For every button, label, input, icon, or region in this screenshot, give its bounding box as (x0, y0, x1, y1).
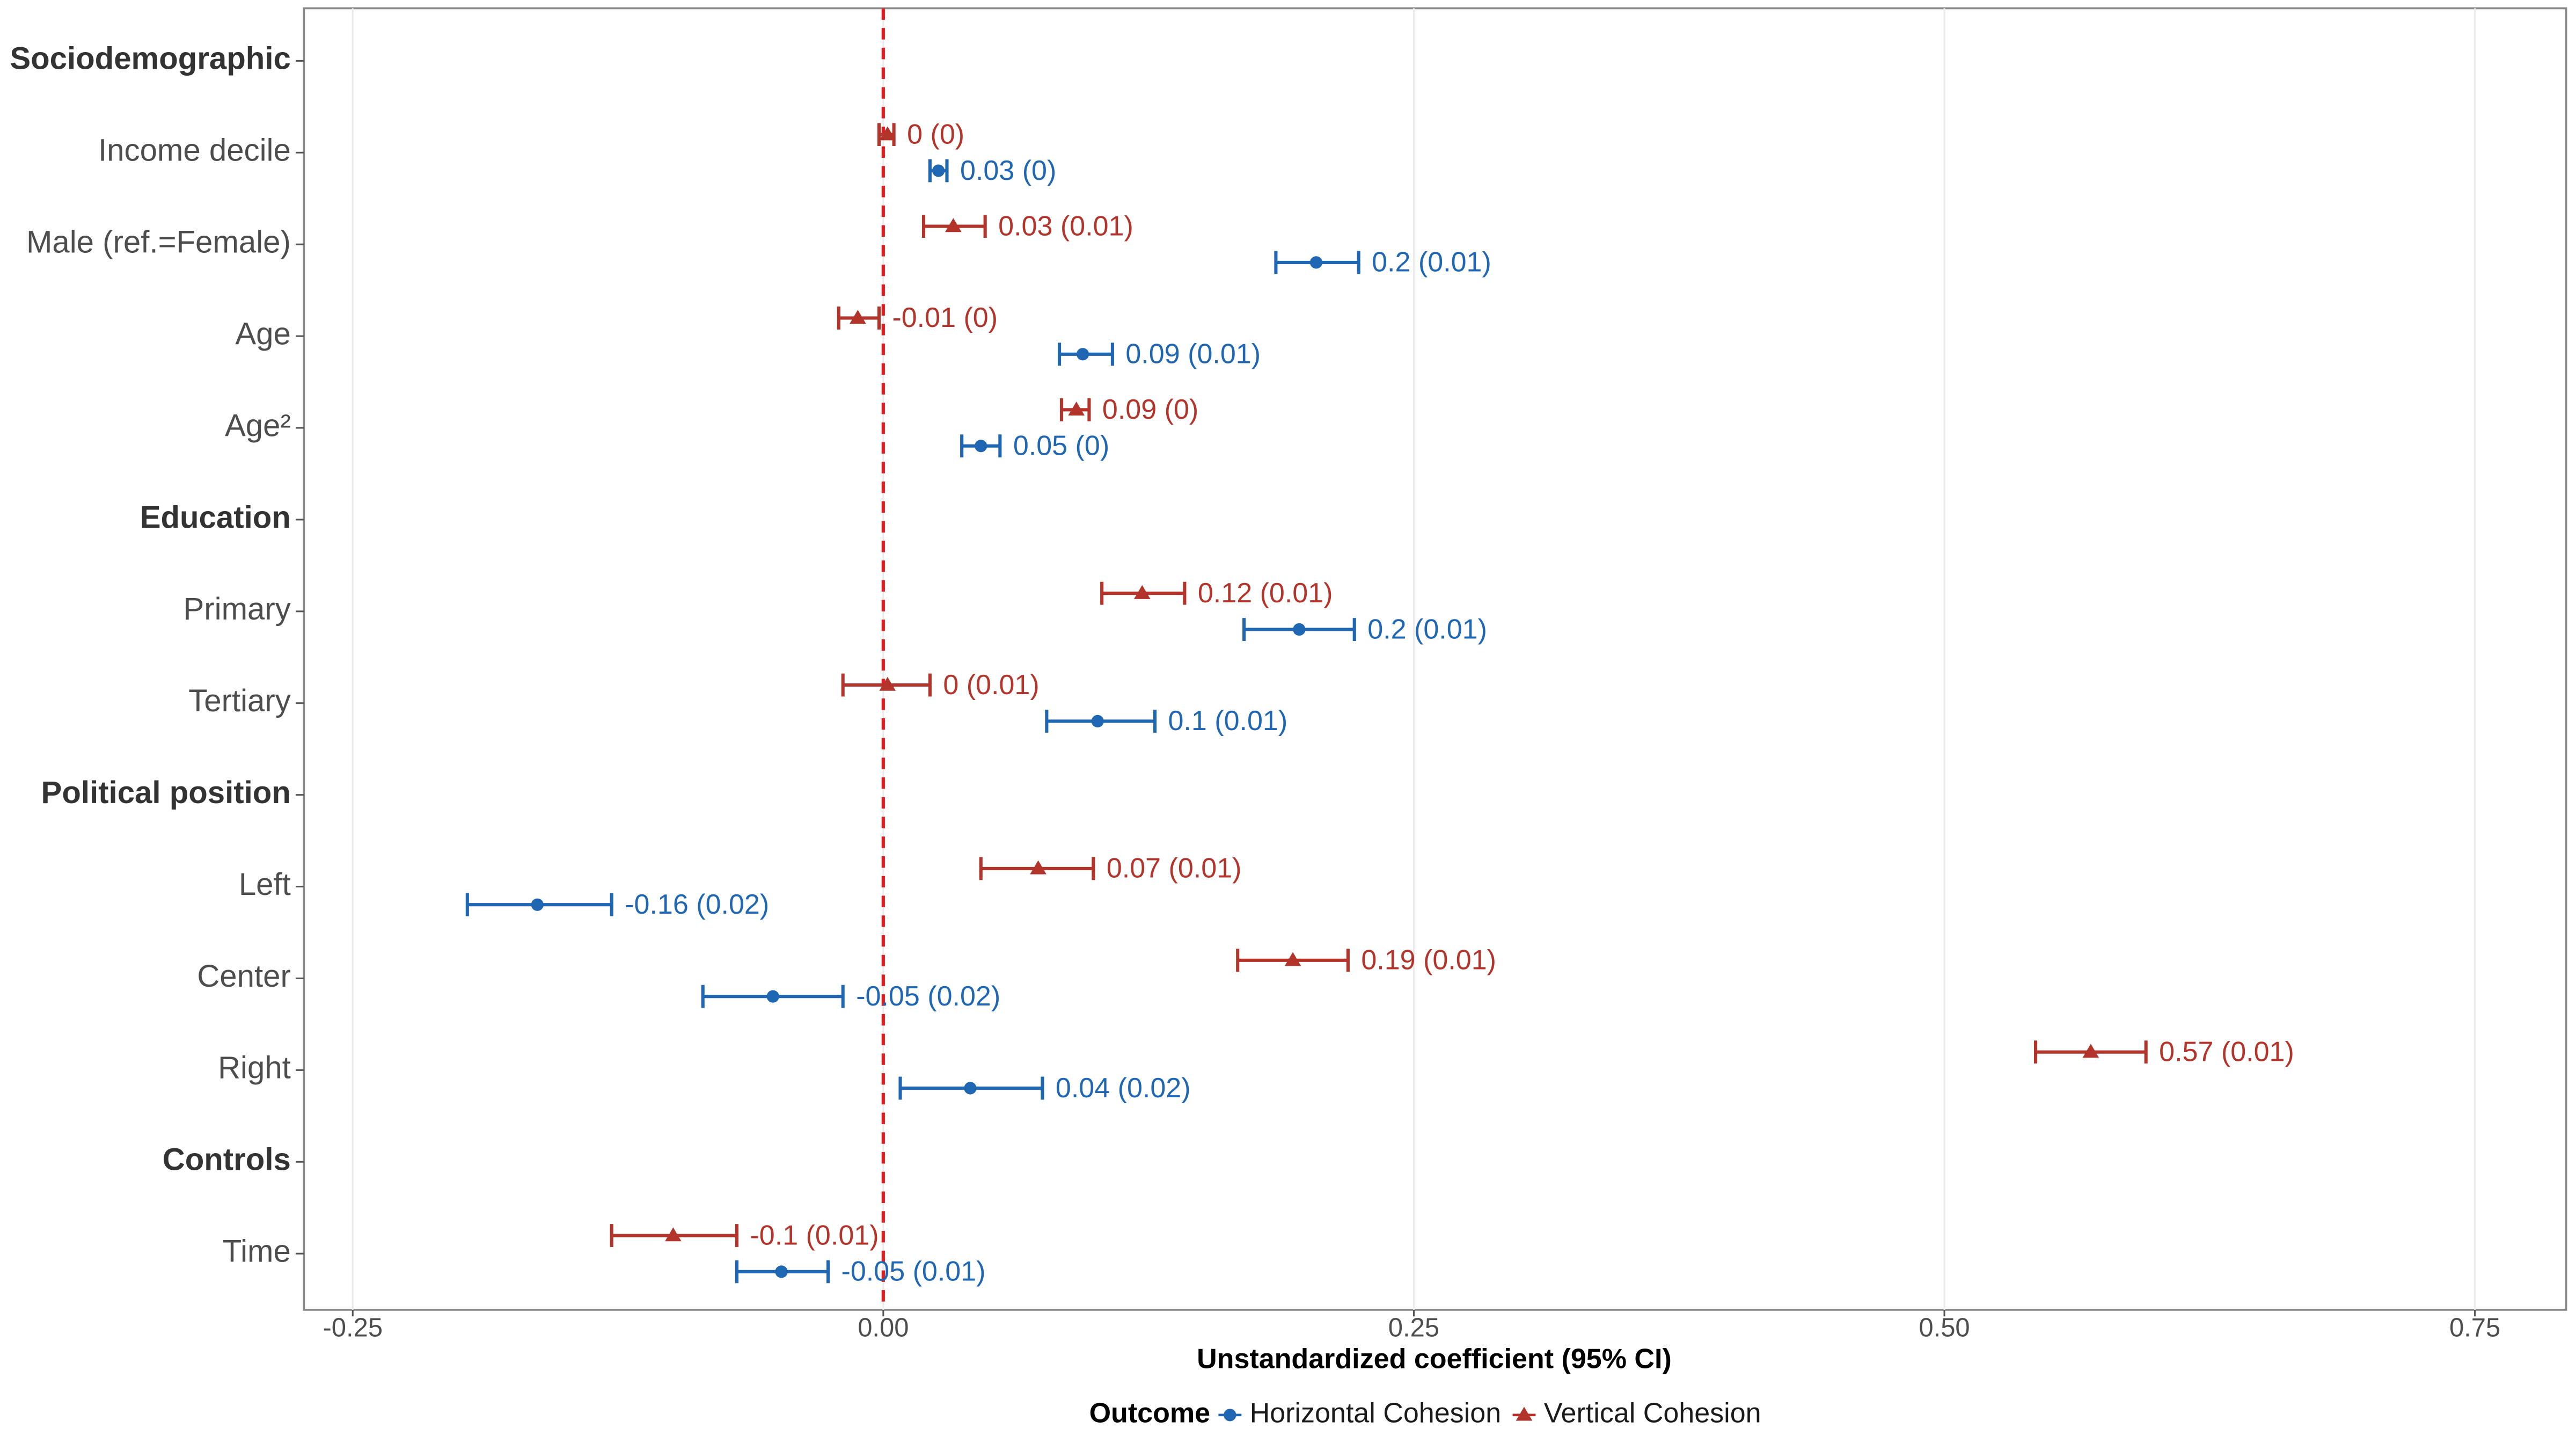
value-label: 0.09 (0.01) (1125, 339, 1261, 370)
value-label: -0.05 (0.02) (856, 981, 1000, 1012)
value-label: 0 (0) (907, 119, 964, 150)
legend-item: Vertical Cohesion (1512, 1398, 1761, 1429)
point (1133, 585, 1151, 599)
value-label: -0.01 (0) (892, 302, 998, 333)
y-tick-label: Center (197, 959, 291, 994)
value-label: 0.57 (0.01) (2159, 1037, 2294, 1068)
value-label: 0 (0.01) (943, 669, 1039, 701)
x-tick-label: -0.25 (323, 1314, 383, 1343)
value-label: 0.12 (0.01) (1198, 578, 1333, 609)
x-tick-label: 0.25 (1388, 1314, 1439, 1343)
point (1068, 402, 1085, 416)
y-tick-label: Primary (184, 592, 291, 626)
x-tick-label: 0.00 (858, 1314, 909, 1343)
value-label: -0.16 (0.02) (625, 889, 769, 920)
value-label: 0.03 (0.01) (998, 210, 1133, 242)
value-label: 0.03 (0) (960, 155, 1056, 186)
y-tick-label: Income decile (98, 133, 291, 168)
legend-title: Outcome (1089, 1398, 1211, 1429)
y-tick-label: Tertiary (188, 683, 291, 718)
point (879, 126, 896, 141)
x-tick-label: 0.50 (1919, 1314, 1970, 1343)
value-label: 0.1 (0.01) (1168, 705, 1287, 737)
grid (352, 8, 2476, 1310)
value-label: 0.19 (0.01) (1361, 945, 1496, 976)
y-tick-label: Time (223, 1234, 291, 1269)
point (945, 218, 962, 232)
value-label: 0.2 (0.01) (1372, 247, 1491, 278)
point (665, 1227, 682, 1242)
legend-item: Horizontal Cohesion (1218, 1398, 1501, 1429)
section-header: Controls (163, 1142, 291, 1177)
point (1284, 952, 1301, 966)
point (850, 310, 866, 324)
value-label: 0.05 (0) (1013, 431, 1109, 462)
point (1293, 623, 1306, 636)
section-header: Political position (41, 775, 291, 810)
value-label: 0.09 (0) (1102, 394, 1198, 425)
point (1091, 715, 1104, 728)
point (1030, 860, 1046, 874)
y-tick-label: Male (ref.=Female) (26, 225, 291, 260)
value-label: 0.07 (0.01) (1107, 853, 1242, 884)
section-header: Education (140, 500, 291, 535)
value-label: 0.2 (0.01) (1367, 614, 1487, 645)
y-tick-label: Age² (225, 408, 291, 443)
point (1309, 256, 1323, 269)
y-tick-label: Right (218, 1051, 291, 1085)
marks: 0 (0) 0.03 (0.01) -0.01 (0) 0.09 (0) 0.12 (0… (465, 119, 2294, 1287)
point (2082, 1044, 2099, 1058)
value-label: -0.1 (0.01) (750, 1220, 879, 1251)
value-label: -0.05 (0.01) (841, 1256, 986, 1287)
point (932, 164, 945, 177)
point (879, 676, 896, 691)
point (975, 440, 987, 453)
point (531, 898, 544, 911)
section-header: Sociodemographic (10, 41, 291, 76)
x-axis-title: Unstandardized coefficient (95% CI) (1197, 1344, 1672, 1375)
x-tick-label: 0.75 (2449, 1314, 2500, 1343)
point (766, 990, 779, 1003)
value-label: 0.04 (0.02) (1056, 1073, 1191, 1104)
plot-panel (303, 7, 2567, 1311)
point (964, 1082, 977, 1095)
y-tick-label: Age (235, 316, 290, 351)
legend-label: Horizontal Cohesion (1250, 1398, 1502, 1429)
y-tick-label: Left (239, 867, 291, 902)
point (775, 1265, 788, 1278)
point (1076, 348, 1089, 361)
legend-label: Vertical Cohesion (1544, 1398, 1761, 1429)
